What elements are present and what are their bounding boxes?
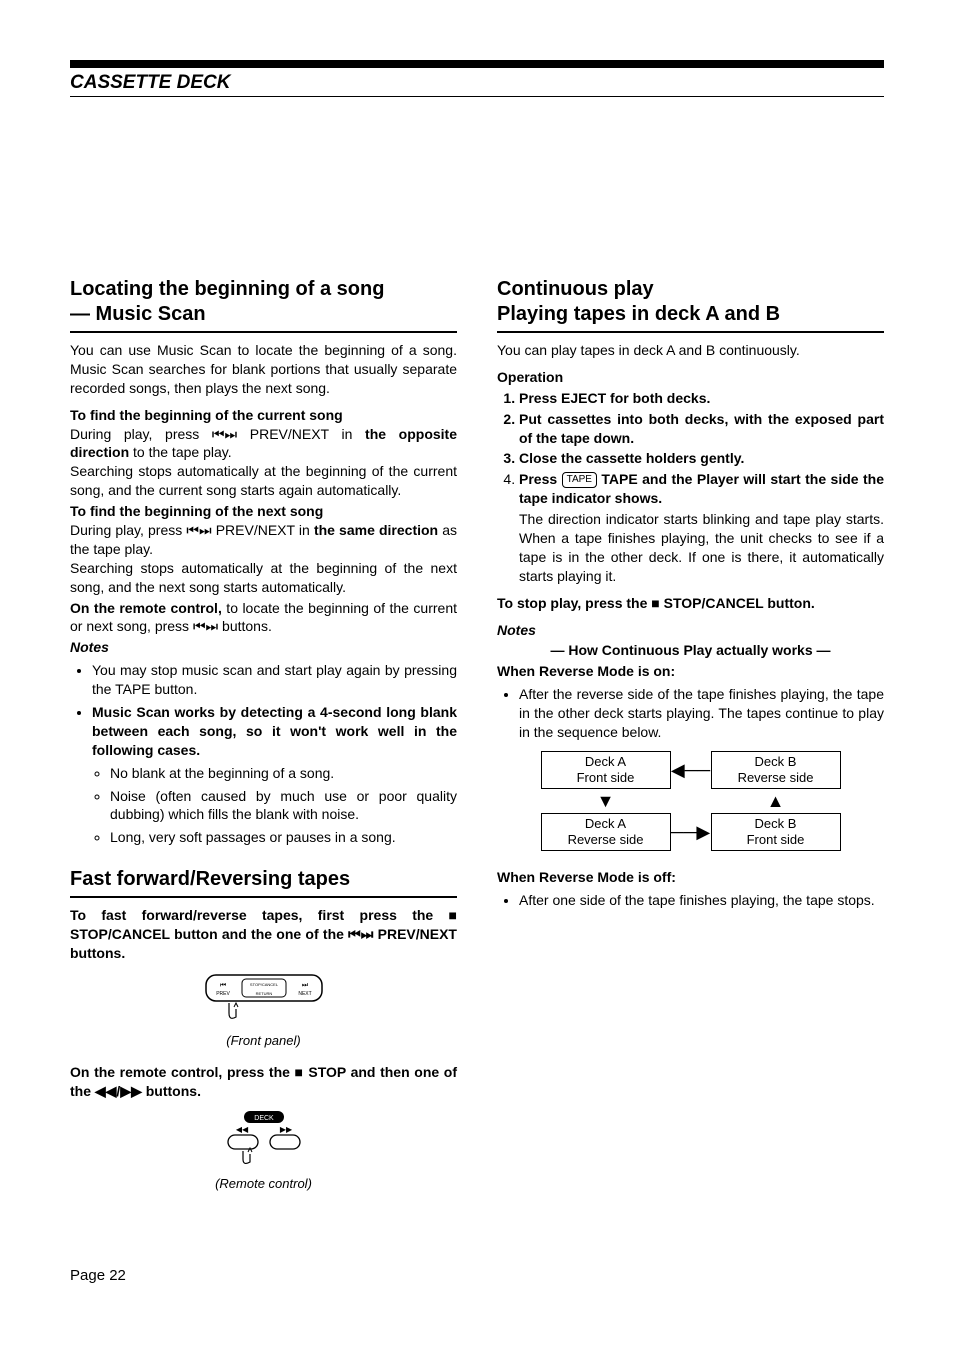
note-bold: Music Scan works by detecting a 4-second… [92,704,457,758]
arrow-left-icon: ◀── [671,761,711,779]
deck-box: Deck A Front side [541,751,671,790]
text-bold: buttons. [142,1083,201,1099]
ff-paragraph-1: To fast forward/reverse tapes, first pre… [70,906,457,963]
front-panel-svg: ⏮ PREV ⏭ NEXT STOP/CANCEL RETURN [204,973,324,1023]
text-bold: Press [519,471,562,487]
find-next-title: To find the beginning of the next song [70,503,323,519]
text: buttons. [218,618,272,634]
heading-line1: Continuous play [497,278,654,300]
find-current-block: To find the beginning of the current son… [70,406,457,500]
prev-next-icon: ⏮⏭ [212,426,237,442]
deck-box: Deck B Front side [711,813,841,852]
reverse-on-list: After the reverse side of the tape finis… [497,685,884,742]
find-next-block: To find the beginning of the next song D… [70,502,457,596]
rew-fwd-icon: ◀◀/▶▶ [95,1083,142,1099]
list-item: After one side of the tape finishes play… [519,891,884,910]
step: Press EJECT for both decks. [519,389,884,408]
svg-text:PREV: PREV [216,991,230,997]
step: Press TAPE TAPE and the Player will star… [519,470,884,585]
heading-fast-forward: Fast forward/Reversing tapes [70,867,457,898]
heading-line1: Locating the beginning of a song [70,278,384,300]
text-bold: the same direction [314,522,438,538]
text: PREV/NEXT in [237,426,365,442]
step: Put cassettes into both decks, with the … [519,410,884,448]
remote-block: On the remote control, to locate the beg… [70,599,457,637]
notes-sublist: No blank at the beginning of a song. Noi… [92,764,457,848]
svg-text:◀◀: ◀◀ [235,1125,248,1134]
operation-steps: Press EJECT for both decks. Put cassette… [497,389,884,586]
top-rule [70,60,884,68]
find-current-title: To find the beginning of the current son… [70,407,343,423]
two-column-layout: Locating the beginning of a song — Music… [70,277,884,1207]
svg-text:⏭: ⏭ [301,982,308,989]
prev-next-icon: ⏮⏭ [348,926,373,942]
notes-list: You may stop music scan and start play a… [70,661,457,847]
svg-text:DECK: DECK [254,1115,274,1122]
note-subitem: Noise (often caused by much use or poor … [110,787,457,825]
prev-next-icon: ⏮⏭ [193,618,218,634]
caption-front-panel: (Front panel) [70,1032,457,1050]
right-column: Continuous play Playing tapes in deck A … [497,277,884,1207]
note-item: Music Scan works by detecting a 4-second… [92,703,457,847]
heading-continuous-play: Continuous play Playing tapes in deck A … [497,277,884,333]
reverse-off-title: When Reverse Mode is off: [497,868,884,887]
deck-box: Deck B Reverse side [711,751,841,790]
front-panel-diagram: ⏮ PREV ⏭ NEXT STOP/CANCEL RETURN [70,973,457,1028]
left-column: Locating the beginning of a song — Music… [70,277,457,1207]
deck-sequence-diagram: Deck A Front side ◀── Deck B Reverse sid… [497,750,884,852]
stop-instruction: To stop play, press the ■ STOP/CANCEL bu… [497,594,884,613]
list-item: After the reverse side of the tape finis… [519,685,884,742]
arrow-down-icon: ▼ [541,792,671,810]
notes-label: Notes [70,638,457,657]
svg-text:STOP/CANCEL: STOP/CANCEL [249,982,278,987]
page-number: Page 22 [70,1267,884,1284]
text: PREV/NEXT in [212,522,314,538]
intro-paragraph: You can play tapes in deck A and B conti… [497,341,884,360]
arrow-right-icon: ──▶ [671,823,711,841]
tape-button-icon: TAPE [562,472,597,488]
operation-title: Operation [497,368,884,387]
text: to the tape play. [129,444,231,460]
svg-text:▶▶: ▶▶ [279,1125,292,1134]
svg-text:NEXT: NEXT [298,991,311,997]
ff-paragraph-2: On the remote control, press the ■ STOP … [70,1063,457,1101]
text-bold: On the remote control, [70,600,222,616]
heading-line2: Playing tapes in deck A and B [497,303,780,325]
svg-text:⏮: ⏮ [219,982,225,989]
heading-line2: — Music Scan [70,303,206,325]
reverse-off-list: After one side of the tape finishes play… [497,891,884,910]
note-item: You may stop music scan and start play a… [92,661,457,699]
note-subitem: No blank at the beginning of a song. [110,764,457,783]
remote-svg: DECK ◀◀ ▶▶ [214,1111,314,1166]
svg-text:RETURN: RETURN [255,991,272,996]
prev-next-icon: ⏮⏭ [186,522,211,538]
reverse-on-title: When Reverse Mode is on: [497,662,884,681]
intro-paragraph: You can use Music Scan to locate the beg… [70,341,457,398]
notes-label: Notes [497,621,884,640]
step: Close the cassette holders gently. [519,449,884,468]
step-extra: The direction indicator starts blinking … [519,510,884,586]
heading-music-scan: Locating the beginning of a song — Music… [70,277,457,333]
note-subitem: Long, very soft passages or pauses in a … [110,828,457,847]
text: Searching stops automatically at the beg… [70,560,457,595]
remote-diagram: DECK ◀◀ ▶▶ [70,1111,457,1171]
document-page: CASSETTE DECK Locating the beginning of … [0,0,954,1324]
text: Searching stops automatically at the beg… [70,463,457,498]
text: During play, press [70,426,212,442]
text: During play, press [70,522,186,538]
deck-box: Deck A Reverse side [541,813,671,852]
section-header: CASSETTE DECK [70,72,884,97]
caption-remote: (Remote control) [70,1175,457,1193]
arrow-up-icon: ▲ [711,792,841,810]
how-works-title: — How Continuous Play actually works — [497,641,884,660]
